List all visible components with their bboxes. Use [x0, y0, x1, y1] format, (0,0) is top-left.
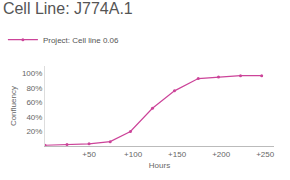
- svg-text:+200: +200: [212, 150, 231, 159]
- svg-text:80%: 80%: [26, 84, 42, 93]
- svg-text:+50: +50: [82, 150, 96, 159]
- svg-text:+100: +100: [124, 150, 143, 159]
- svg-text:+150: +150: [168, 150, 187, 159]
- svg-text:100%: 100%: [22, 69, 42, 78]
- svg-text:40%: 40%: [26, 113, 42, 122]
- svg-text:Confluency: Confluency: [9, 86, 18, 126]
- svg-text:Hours: Hours: [149, 161, 170, 170]
- svg-text:+250: +250: [256, 150, 275, 159]
- svg-text:20%: 20%: [26, 127, 42, 136]
- svg-text:Cell Line: J774A.1: Cell Line: J774A.1: [3, 0, 133, 17]
- svg-text:Project: Cell line 0.06: Project: Cell line 0.06: [43, 36, 119, 45]
- svg-text:60%: 60%: [26, 98, 42, 107]
